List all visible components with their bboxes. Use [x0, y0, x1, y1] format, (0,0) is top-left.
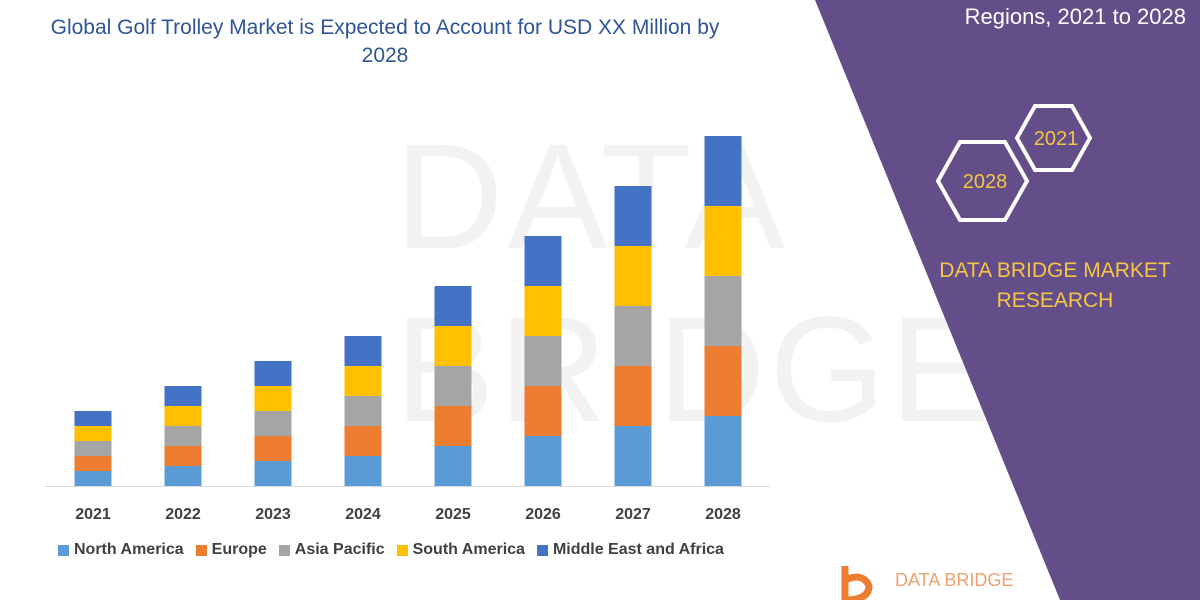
- bar-2022-south-america: [164, 406, 202, 426]
- bar-2022-middle-east-and-africa: [164, 386, 202, 406]
- bar-2025-north-america: [434, 446, 472, 486]
- bar-2028-europe: [704, 346, 742, 416]
- panel-title: Regions, 2021 to 2028: [964, 4, 1186, 29]
- legend-item: Europe: [195, 541, 267, 559]
- hex-label-2021: 2021: [1034, 128, 1079, 150]
- legend-item: North America: [58, 541, 184, 559]
- bar-2021-north-america: [74, 471, 112, 486]
- bar-2023-north-america: [254, 461, 292, 486]
- bar-2027-north-america: [614, 426, 652, 486]
- legend-label: North America: [74, 541, 184, 558]
- bar-2027-south-america: [614, 246, 652, 306]
- x-tick-label: 2022: [165, 506, 201, 523]
- legend-swatch: [195, 544, 207, 556]
- bar-2027-europe: [614, 366, 652, 426]
- bar-2027-asia-pacific: [614, 306, 652, 366]
- x-tick-label: 2025: [435, 506, 471, 523]
- chart-area: 2021 2022 2023 2024 2025 2026 2027 2028: [45, 136, 770, 523]
- legend-swatch: [278, 544, 290, 556]
- bar-2023-south-america: [254, 386, 292, 411]
- bar-2025-europe: [434, 406, 472, 446]
- legend-label: Asia Pacific: [294, 541, 385, 558]
- bar-2022-europe: [164, 446, 202, 466]
- bar-2025-asia-pacific: [434, 366, 472, 406]
- bar-2026-europe: [524, 386, 562, 436]
- bar-2022-north-america: [164, 466, 202, 486]
- chart-title: Global Golf Trolley Market is Expected t…: [50, 16, 720, 67]
- bar-2025-middle-east-and-africa: [434, 286, 472, 326]
- bar-2021-south-america: [74, 426, 112, 441]
- legend-item: South America: [396, 541, 525, 559]
- bar-2024-north-america: [344, 456, 382, 486]
- bar-2028-south-america: [704, 206, 742, 276]
- x-tick-label: 2023: [255, 506, 291, 523]
- bar-2023-europe: [254, 436, 292, 461]
- hex-label-2028: 2028: [963, 171, 1008, 193]
- bar-2026-asia-pacific: [524, 336, 562, 386]
- hexagon-icon-2021: [1014, 104, 1093, 172]
- legend-label: Middle East and Africa: [552, 541, 724, 558]
- bar-2028-north-america: [704, 416, 742, 486]
- legend: North America Europe Asia Pacific South Ame…: [58, 541, 724, 559]
- bar-2028-asia-pacific: [704, 276, 742, 346]
- bar-2024-asia-pacific: [344, 396, 382, 426]
- bar-2026-middle-east-and-africa: [524, 236, 562, 286]
- legend-swatch: [396, 544, 408, 556]
- bar-2024-south-america: [344, 366, 382, 396]
- bar-2021-asia-pacific: [74, 441, 112, 456]
- x-tick-label: 2027: [615, 506, 651, 523]
- legend-item: Middle East and Africa: [536, 541, 724, 559]
- bar-2021-europe: [74, 456, 112, 471]
- bar-2023-middle-east-and-africa: [254, 361, 292, 386]
- bar-2026-north-america: [524, 436, 562, 486]
- legend-label: South America: [412, 541, 525, 558]
- x-tick-label: 2026: [525, 506, 561, 523]
- bar-2023-asia-pacific: [254, 411, 292, 436]
- bar-2025-south-america: [434, 326, 472, 366]
- bar-2021-middle-east-and-africa: [74, 411, 112, 426]
- brand-name: DATA BRIDGE MARKET RESEARCH: [939, 259, 1171, 312]
- legend-item: Asia Pacific: [278, 541, 385, 559]
- x-tick-label: 2028: [705, 506, 741, 523]
- bar-2024-middle-east-and-africa: [344, 336, 382, 366]
- x-tick-label: 2021: [75, 506, 111, 523]
- logo: DATA BRIDGE: [841, 566, 1013, 600]
- bar-2024-europe: [344, 426, 382, 456]
- bar-2028-middle-east-and-africa: [704, 136, 742, 206]
- legend-label: Europe: [211, 541, 267, 558]
- bar-2026-south-america: [524, 286, 562, 336]
- bar-2022-asia-pacific: [164, 426, 202, 446]
- bar-2027-middle-east-and-africa: [614, 186, 652, 246]
- hexagon-icon-2028: [935, 140, 1030, 222]
- logo-text: DATA BRIDGE: [895, 570, 1013, 590]
- legend-swatch: [536, 544, 548, 556]
- purple-panel-shape: [815, 0, 1200, 600]
- legend-swatch: [58, 544, 69, 556]
- x-tick-label: 2024: [345, 506, 381, 523]
